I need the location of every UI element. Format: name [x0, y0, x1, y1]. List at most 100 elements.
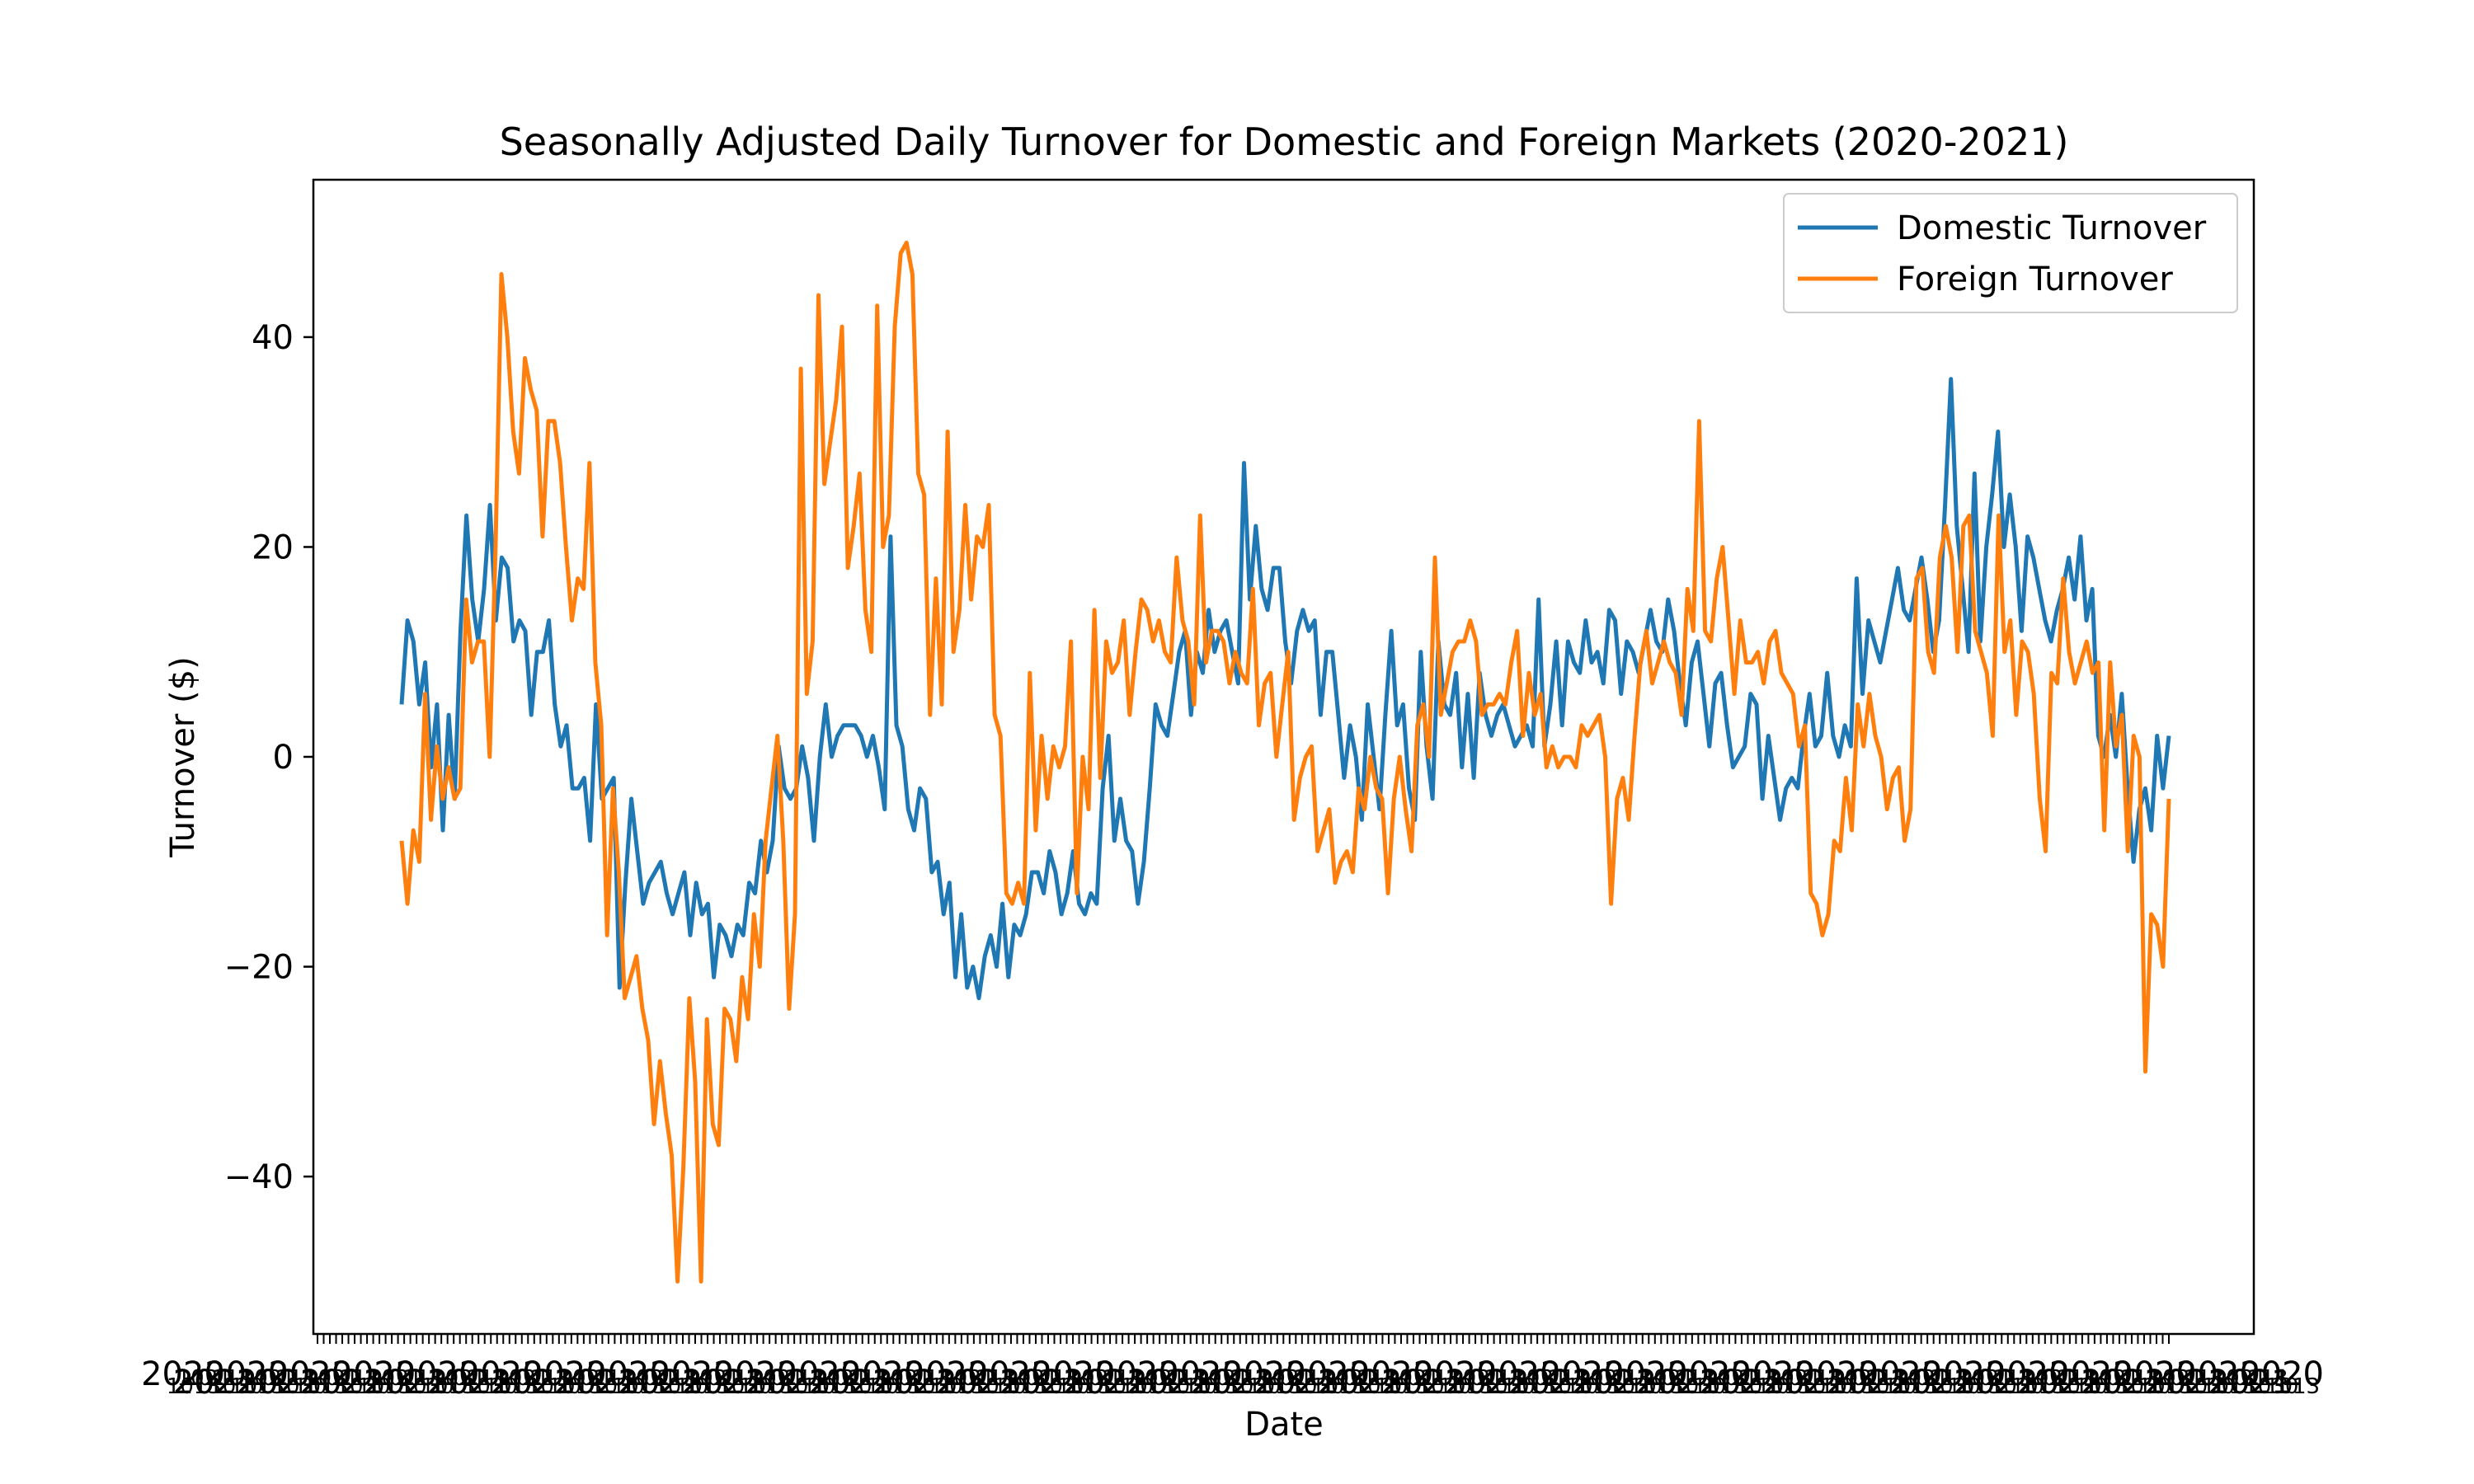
x-tick-label: 2020 — [650, 1355, 734, 1393]
x-tick-label: 2020 — [841, 1355, 925, 1393]
x-tick-label: 0113 — [516, 1366, 571, 1391]
x-tick-label: 2020 — [1667, 1355, 1752, 1393]
x-tick-label: 2021 — [999, 1364, 1084, 1402]
x-tick-label: 0113 — [261, 1366, 316, 1391]
x-tick-label: 1030 — [463, 1374, 518, 1399]
x-tick-label: 1030 — [1862, 1374, 1917, 1399]
x-tick-label: 1030 — [1163, 1374, 1217, 1399]
x-tick-label: 1031 — [431, 1366, 486, 1391]
x-tick-label: 1013 — [1947, 1374, 2001, 1399]
x-tick-label: 2021 — [745, 1364, 830, 1402]
x-tick-label: 1030 — [1290, 1374, 1344, 1399]
x-tick-label: 0113 — [1852, 1366, 1907, 1391]
x-tick-label: 0113 — [1979, 1366, 2034, 1391]
x-tick-label: 1013 — [357, 1374, 412, 1399]
x-tick-label: 2021 — [936, 1364, 1020, 1402]
x-tick-label: 0113 — [1025, 1366, 1079, 1391]
x-tick-label: 1013 — [929, 1374, 984, 1399]
x-tick-label: 1030 — [1036, 1374, 1090, 1399]
x-tick-label: 2021 — [1827, 1364, 1911, 1402]
x-tick-label: 1013 — [1757, 1374, 1811, 1399]
x-tick-label: 2021 — [1954, 1364, 2038, 1402]
x-tick-label: 1030 — [272, 1374, 327, 1399]
x-tick-label: 1013 — [1820, 1374, 1874, 1399]
x-tick-label: 2020 — [1413, 1355, 1498, 1393]
legend: Domestic Turnover Foreign Turnover — [1783, 193, 2238, 313]
x-tick-label: 1031 — [940, 1366, 995, 1391]
x-tick-label: 1031 — [1640, 1366, 1695, 1391]
x-tick-label: 0113 — [326, 1366, 380, 1391]
x-tick-label: 1013 — [2011, 1374, 2065, 1399]
x-tick-label: 1013 — [675, 1374, 730, 1399]
legend-label-foreign: Foreign Turnover — [1897, 261, 2173, 298]
x-tick-label: 1030 — [1926, 1374, 1981, 1399]
x-tick-label: 1030 — [1481, 1374, 1536, 1399]
x-tick-label: 1031 — [495, 1366, 549, 1391]
x-tick-label: 1013 — [548, 1374, 603, 1399]
x-tick-label: 2020 — [396, 1355, 480, 1393]
x-tick-label: 1030 — [209, 1374, 263, 1399]
x-tick-label: 2020 — [2176, 1355, 2260, 1393]
x-tick-label: 1031 — [1067, 1366, 1122, 1391]
x-tick-label: 1031 — [558, 1366, 613, 1391]
x-tick-label: 2021 — [872, 1364, 957, 1402]
x-tick-label: 1030 — [1099, 1374, 1154, 1399]
x-tick-label: 1013 — [612, 1374, 666, 1399]
x-tick-label: 1030 — [654, 1374, 708, 1399]
x-tick-label: 1030 — [1418, 1374, 1472, 1399]
y-tick-label: 40 — [252, 319, 294, 357]
x-tick-label: 2020 — [2240, 1355, 2324, 1393]
chart-title: Seasonally Adjusted Daily Turnover for D… — [500, 120, 2069, 164]
x-tick-label: 1031 — [1512, 1366, 1567, 1391]
x-tick-label: 0113 — [1597, 1366, 1652, 1391]
x-tick-label: 0113 — [707, 1366, 761, 1391]
x-tick-label: 1013 — [1184, 1374, 1239, 1399]
x-tick-label: 1030 — [844, 1374, 899, 1399]
x-tick-label: 1030 — [2244, 1374, 2298, 1399]
x-tick-label: 1031 — [2085, 1366, 2139, 1391]
x-tick-label: 2020 — [1731, 1355, 1815, 1393]
x-tick-label: 2021 — [1572, 1364, 1656, 1402]
x-tick-label: 2021 — [2017, 1364, 2101, 1402]
x-tick-label: 1030 — [781, 1374, 835, 1399]
x-tick-label: 1031 — [1004, 1366, 1058, 1391]
x-tick-label: 2021 — [1318, 1364, 1402, 1402]
x-tick-label: 1031 — [1767, 1366, 1822, 1391]
x-tick-label: 1013 — [802, 1374, 857, 1399]
x-tick-label: 1031 — [2213, 1366, 2267, 1391]
x-tick-label: 2021 — [554, 1364, 638, 1402]
x-tick-label: 2020 — [586, 1355, 670, 1393]
x-tick-label: 0113 — [1661, 1366, 1715, 1391]
y-tick-label: −20 — [224, 949, 294, 987]
y-axis: −40 −20 0 20 40 — [224, 319, 313, 1196]
x-tick-label: 0113 — [835, 1366, 889, 1391]
x-tick-label: 0113 — [2106, 1366, 2161, 1391]
x-tick-label: 2021 — [2208, 1364, 2293, 1402]
x-tick-label: 1030 — [717, 1374, 772, 1399]
x-tick-label: 1013 — [1311, 1374, 1366, 1399]
x-tick-label: 0113 — [643, 1366, 698, 1391]
y-tick-label: 20 — [252, 528, 294, 566]
x-tick-label: 2021 — [300, 1364, 384, 1402]
x-tick-label: 2021 — [491, 1364, 575, 1402]
x-tick-label: 1031 — [1195, 1366, 1249, 1391]
x-tick-label: 2020 — [1986, 1355, 2070, 1393]
x-tick-label: 2021 — [809, 1364, 893, 1402]
x-tick-label: 1031 — [686, 1366, 741, 1391]
x-tick-label: 0113 — [1089, 1366, 1143, 1391]
x-tick-label: 0113 — [898, 1366, 952, 1391]
x-tick-label: 1013 — [739, 1374, 793, 1399]
x-tick-label: 0113 — [1724, 1366, 1779, 1391]
x-tick-label: 2020 — [1477, 1355, 1561, 1393]
x-tick-label: 1031 — [1449, 1366, 1503, 1391]
x-tick-label: 2021 — [1700, 1364, 1784, 1402]
x-tick-label: 2020 — [205, 1355, 289, 1393]
x-tick-label: 1013 — [993, 1374, 1047, 1399]
y-tick-label: 0 — [273, 739, 294, 777]
x-tick-label: 0113 — [2043, 1366, 2097, 1391]
x-tick-label: 2021 — [1508, 1364, 1592, 1402]
x-tick-label: 2021 — [2145, 1364, 2229, 1402]
x-tick-label: 2020 — [332, 1355, 416, 1393]
x-tick-label: 1013 — [421, 1374, 475, 1399]
